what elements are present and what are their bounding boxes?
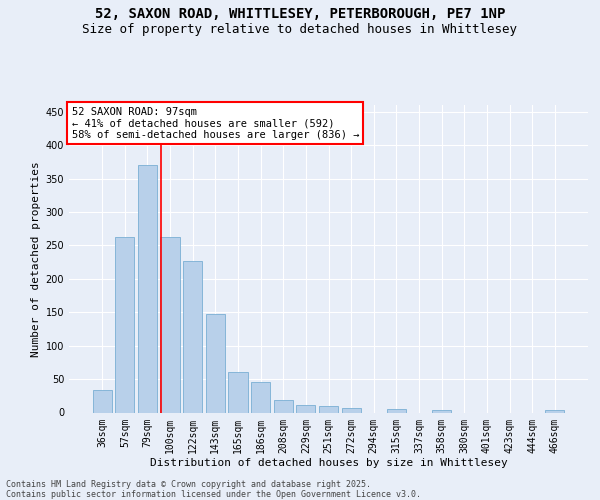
Bar xyxy=(387,409,406,412)
Text: Contains HM Land Registry data © Crown copyright and database right 2025.
Contai: Contains HM Land Registry data © Crown c… xyxy=(6,480,421,499)
Bar xyxy=(183,261,202,412)
Text: 52, SAXON ROAD, WHITTLESEY, PETERBOROUGH, PE7 1NP: 52, SAXON ROAD, WHITTLESEY, PETERBOROUGH… xyxy=(95,8,505,22)
Text: 52 SAXON ROAD: 97sqm
← 41% of detached houses are smaller (592)
58% of semi-deta: 52 SAXON ROAD: 97sqm ← 41% of detached h… xyxy=(71,106,359,140)
Bar xyxy=(319,406,338,412)
Bar xyxy=(432,410,451,412)
Bar xyxy=(545,410,565,412)
Bar xyxy=(296,405,316,412)
Bar xyxy=(92,390,112,412)
Bar xyxy=(229,372,248,412)
X-axis label: Distribution of detached houses by size in Whittlesey: Distribution of detached houses by size … xyxy=(149,458,508,468)
Bar xyxy=(206,314,225,412)
Bar xyxy=(138,165,157,412)
Bar xyxy=(160,238,180,412)
Bar xyxy=(341,408,361,412)
Bar xyxy=(251,382,270,412)
Bar xyxy=(115,238,134,412)
Bar xyxy=(274,400,293,412)
Text: Size of property relative to detached houses in Whittlesey: Size of property relative to detached ho… xyxy=(83,22,517,36)
Y-axis label: Number of detached properties: Number of detached properties xyxy=(31,161,41,356)
